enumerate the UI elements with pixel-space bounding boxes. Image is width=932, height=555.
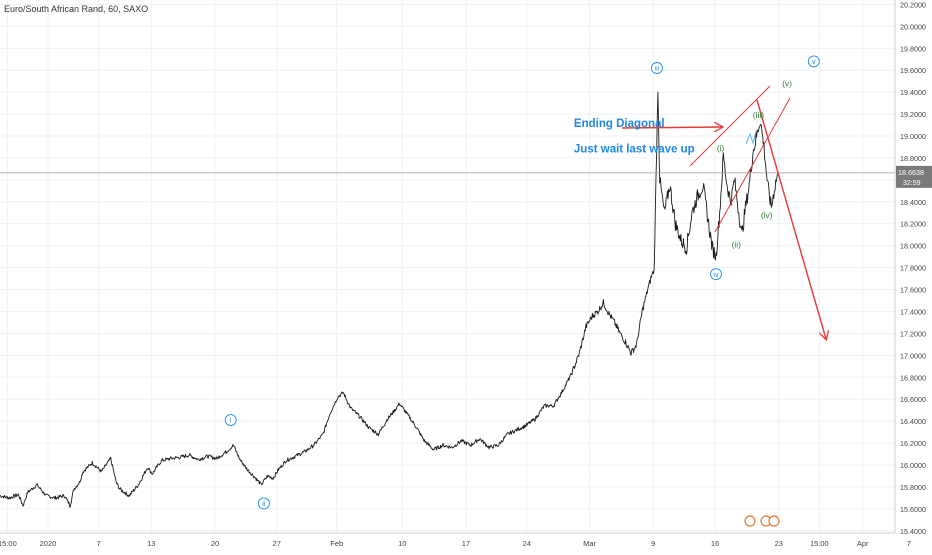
diagonal-lower-trendline bbox=[714, 97, 791, 233]
x-tick-label: 23 bbox=[775, 539, 783, 548]
y-tick-label: 19.8000 bbox=[900, 44, 926, 53]
x-tick-label: 24 bbox=[523, 539, 531, 548]
symbol-title: Euro/South African Rand, 60, SAXO bbox=[4, 4, 149, 14]
x-tick-label: Apr bbox=[857, 539, 869, 548]
y-tick-label: 18.4000 bbox=[900, 198, 926, 207]
y-tick-label: 17.6000 bbox=[900, 286, 926, 295]
current-price-timer: 32:59 bbox=[903, 180, 921, 187]
y-tick-label: 17.0000 bbox=[900, 351, 926, 360]
y-tick-label: 15.8000 bbox=[900, 483, 926, 492]
x-tick-label: 15:00 bbox=[0, 539, 17, 548]
event-marker-1 bbox=[744, 515, 756, 527]
x-tick-label: Mar bbox=[583, 539, 596, 548]
diagonal-upper-trendline bbox=[689, 85, 771, 167]
x-tick-label: 13 bbox=[147, 539, 155, 548]
wave-ii-circled: ii bbox=[262, 499, 266, 508]
price-series-line bbox=[0, 91, 779, 508]
y-tick-label: 16.0000 bbox=[900, 461, 926, 470]
x-tick-label: 20 bbox=[211, 539, 219, 548]
wave-iv-paren: (iv) bbox=[761, 210, 773, 220]
wait-wave-text: Just wait last wave up bbox=[574, 143, 695, 155]
y-tick-label: 18.8000 bbox=[900, 154, 926, 163]
ending-diagonal-text: Ending Diagonal bbox=[574, 118, 665, 130]
y-tick-label: 18.2000 bbox=[900, 220, 926, 229]
x-tick-label: 2020 bbox=[40, 539, 57, 548]
wave-v-circled: v bbox=[812, 57, 816, 66]
y-tick-label: 17.2000 bbox=[900, 329, 926, 338]
wave-i-paren: (i) bbox=[717, 143, 725, 153]
y-tick-label: 19.6000 bbox=[900, 66, 926, 75]
y-tick-label: 20.0000 bbox=[900, 22, 926, 31]
projected-decline-arrow bbox=[756, 99, 826, 339]
wave-iii-paren: (iii) bbox=[753, 110, 764, 120]
x-tick-label: 7 bbox=[907, 539, 911, 548]
y-tick-label: 16.8000 bbox=[900, 373, 926, 382]
x-tick-label: 9 bbox=[651, 539, 655, 548]
current-price-box bbox=[896, 165, 932, 188]
wave-ii-paren: (ii) bbox=[732, 240, 742, 250]
wave-ii-circled-ring bbox=[257, 497, 270, 510]
wave-iv-circled: iv bbox=[713, 270, 719, 279]
current-price-label: 18.6638 bbox=[898, 168, 924, 177]
wave-iii-circled-ring bbox=[650, 62, 663, 74]
x-tick-label: 16 bbox=[711, 539, 719, 548]
y-tick-label: 19.2000 bbox=[900, 110, 926, 119]
event-marker-3 bbox=[768, 515, 780, 527]
y-tick-label: 20.2000 bbox=[900, 0, 926, 9]
y-tick-label: 15.4000 bbox=[900, 527, 926, 536]
y-tick-label: 17.8000 bbox=[900, 264, 926, 273]
wave-v-circled-ring bbox=[807, 55, 820, 68]
wave-iii-circled: iii bbox=[655, 66, 659, 73]
wave-iv-circled-ring bbox=[710, 268, 722, 281]
series-layer bbox=[0, 91, 895, 508]
x-tick-label: 17 bbox=[462, 539, 470, 548]
x-tick-label: 7 bbox=[97, 539, 101, 548]
drawing-layer bbox=[621, 85, 826, 339]
wave-v-paren: (v) bbox=[782, 78, 792, 88]
y-tick-label: 18.0000 bbox=[900, 242, 926, 251]
projected-wave-sketch bbox=[745, 130, 757, 145]
y-tick-label: 19.4000 bbox=[900, 88, 926, 97]
y-tick-label: 16.2000 bbox=[900, 439, 926, 448]
price-axis-panel bbox=[895, 0, 932, 550]
y-tick-label: 15.6000 bbox=[900, 505, 926, 514]
x-tick-label: 27 bbox=[273, 539, 281, 548]
y-tick-label: 19.0000 bbox=[900, 132, 926, 141]
wave-i-circled: i bbox=[230, 416, 232, 425]
x-tick-label: 10 bbox=[398, 539, 406, 548]
grid-layer bbox=[0, 0, 910, 533]
diagonal-pointer-arrow bbox=[621, 127, 722, 128]
x-tick-label: 15:00 bbox=[810, 539, 829, 548]
y-tick-label: 17.4000 bbox=[900, 307, 926, 316]
y-tick-label: 16.4000 bbox=[900, 417, 926, 426]
x-tick-label: Feb bbox=[330, 539, 343, 548]
wave-i-circled-ring bbox=[224, 414, 237, 426]
y-tick-label: 16.6000 bbox=[900, 395, 926, 404]
